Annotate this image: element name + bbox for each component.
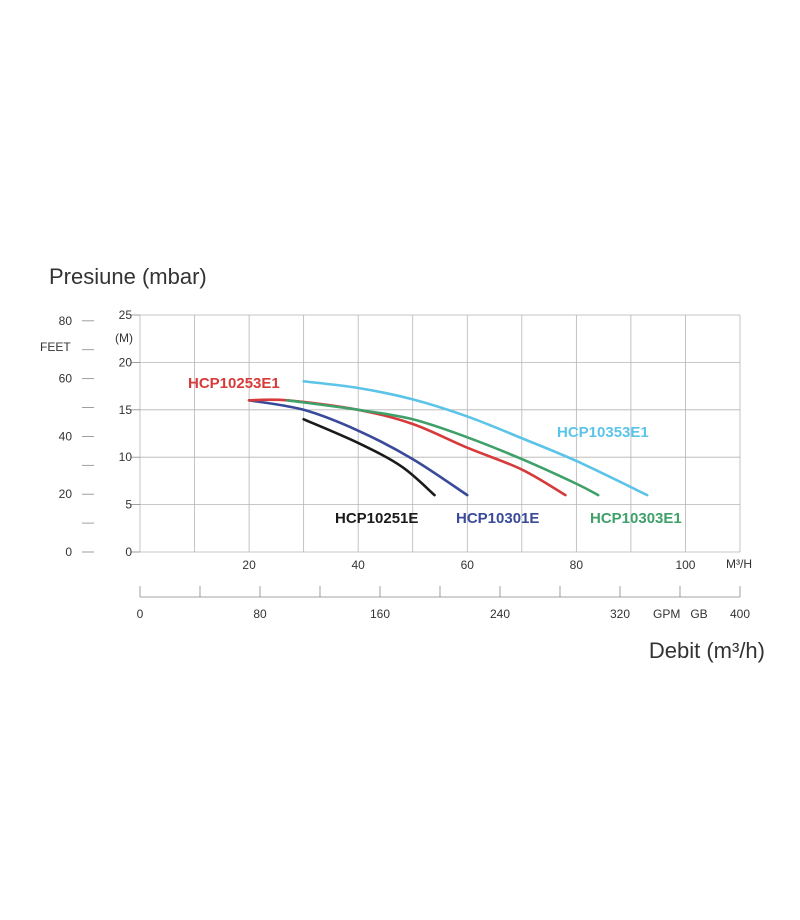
series-label-hcp10301e: HCP10301E (456, 510, 539, 527)
chart-title: Presiune (mbar) (49, 264, 207, 289)
axes: 0 5 10 15 20 25 0 20 40 60 80 20 40 60 80 100 0 80 160 240 3… (59, 308, 751, 621)
series-line-hcp10253e1 (247, 398, 567, 497)
gpm-axis-tick-label: 160 (370, 607, 390, 621)
series-line-hcp10301e (247, 399, 469, 497)
m-axis-tick-label: 15 (119, 403, 133, 417)
series-label-hcp10253e1: HCP10253E1 (188, 375, 280, 392)
plot-grid (139, 314, 741, 553)
m-axis-unit-label: (M) (115, 331, 133, 345)
x-axis-tick-label: 80 (570, 558, 584, 572)
x-axis-title: Debit (m³/h) (649, 638, 765, 663)
m-axis-tick-label: 10 (119, 450, 133, 464)
series-label-hcp10353e1: HCP10353E1 (557, 424, 649, 441)
x-axis-tick-label: 60 (461, 558, 475, 572)
feet-axis-label: FEET (40, 340, 71, 354)
series-label-hcp10251e: HCP10251E (335, 510, 418, 527)
feet-axis-tick-label: 40 (59, 429, 73, 443)
gpm-axis-tick-label: 240 (490, 607, 510, 621)
feet-axis-tick-label: 60 (59, 372, 73, 386)
x-axis-tick-label: 100 (675, 558, 695, 572)
series-label-hcp10303e1: HCP10303E1 (590, 510, 682, 527)
feet-axis-tick-label: 0 (65, 545, 72, 559)
m-axis-tick-label: 25 (119, 308, 133, 322)
m-axis-tick-label: 0 (125, 545, 132, 559)
series-line-hcp10303e1 (285, 399, 600, 497)
series-lines (247, 380, 649, 497)
x-axis-tick-label: 20 (242, 558, 256, 572)
gpm-axis-tick-label: 400 (730, 607, 750, 621)
gpm-axis-unit-label: GPM GB (653, 607, 708, 621)
series-line-hcp10251e (302, 417, 436, 497)
m-axis-tick-label: 20 (119, 355, 133, 369)
feet-axis-tick-label: 20 (59, 487, 73, 501)
x-axis-tick-label: 40 (352, 558, 366, 572)
x-axis-unit-label: M³/H (726, 557, 752, 571)
series-line-hcp10353e1 (302, 380, 649, 497)
gpm-axis-tick-label: 0 (137, 607, 144, 621)
series-labels: HCP10251E HCP10301E HCP10253E1 HCP10303E1 HC… (188, 375, 682, 527)
feet-axis-tick-label: 80 (59, 314, 73, 328)
gpm-axis-tick-label: 80 (253, 607, 267, 621)
m-axis-tick-label: 5 (125, 498, 132, 512)
gpm-axis-tick-label: 320 (610, 607, 630, 621)
